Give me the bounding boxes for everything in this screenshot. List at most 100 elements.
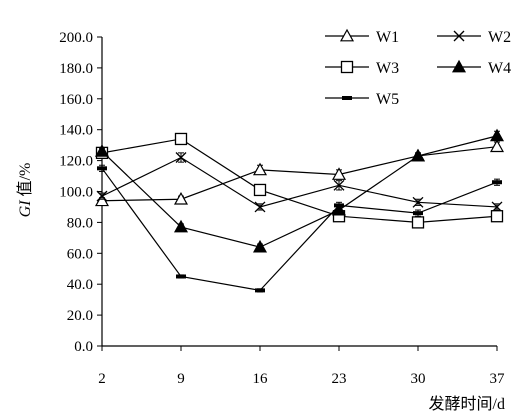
legend-label: W4: [488, 60, 511, 77]
series-line-w4: [101, 135, 498, 248]
x-tick-label: 23: [332, 371, 347, 387]
marker-shape: [97, 166, 107, 171]
data-point: [334, 203, 344, 208]
marker-shape: [176, 274, 186, 279]
legend: W1 W2 W3 W4 W5: [325, 28, 511, 108]
marker-shape: [254, 201, 266, 213]
legend-item-w5: W5: [325, 91, 399, 108]
marker-shape: [94, 193, 110, 207]
marker-shape: [453, 30, 465, 42]
data-point: [174, 132, 188, 146]
legend-marker: [339, 28, 355, 42]
legend-label: W1: [376, 29, 399, 46]
y-tick-label: 60.0: [67, 246, 93, 262]
marker-shape: [252, 239, 268, 253]
series-line-w3: [101, 138, 498, 224]
series-line-w5: [101, 167, 498, 292]
legend-label: W5: [376, 91, 399, 108]
legend-item-w2: W2: [437, 29, 511, 46]
y-tick-label: 160.0: [59, 92, 93, 108]
data-point: [410, 148, 426, 162]
legend-item-w1: W1: [325, 28, 399, 46]
marker-shape: [253, 183, 267, 197]
data-point: [97, 166, 107, 171]
data-point: [489, 139, 505, 153]
series-w5: [97, 164, 502, 293]
data-point: [94, 144, 110, 157]
marker-shape: [451, 59, 467, 73]
series-line-w1: [101, 146, 498, 202]
data-point: [490, 210, 504, 223]
axes: 0.0 20.0 40.0 60.0 80.0 100.0 120.0 140.0 160.0 1…: [59, 30, 505, 387]
marker-shape: [412, 196, 424, 208]
marker-shape: [334, 203, 344, 208]
marker-shape: [489, 128, 505, 142]
legend-label: W3: [376, 60, 399, 77]
y-tick-label: 180.0: [59, 61, 93, 77]
marker-shape: [342, 96, 352, 100]
marker-shape: [175, 152, 187, 163]
data-point: [489, 128, 505, 142]
marker-shape: [173, 191, 189, 205]
data-point: [253, 183, 267, 197]
marker-shape: [490, 210, 504, 223]
x-axis-title: 发酵时间/d: [429, 395, 505, 413]
marker-shape: [331, 167, 347, 180]
legend-label: W2: [488, 29, 511, 46]
series-w4: [94, 128, 505, 253]
marker-shape: [174, 132, 188, 146]
y-axis-title: GI 值/%: [16, 163, 34, 218]
data-point: [413, 211, 423, 216]
x-tick-label: 2: [98, 371, 106, 387]
y-axis-title-italic: GI: [17, 200, 34, 218]
data-point: [173, 219, 189, 233]
y-tick-label: 120.0: [59, 154, 93, 170]
data-point: [492, 180, 502, 185]
x-tick-label: 37: [490, 371, 506, 387]
data-point: [254, 201, 266, 213]
y-tick-label: 40.0: [67, 277, 93, 293]
marker-shape: [340, 60, 354, 74]
legend-marker: [342, 96, 352, 100]
series-w3: [95, 132, 504, 229]
y-tick-label: 100.0: [59, 185, 93, 201]
x-tick-label: 9: [177, 371, 185, 387]
legend-marker: [453, 30, 465, 42]
legend-item-w3: W3: [325, 60, 399, 77]
data-point: [96, 190, 108, 202]
legend-item-w4: W4: [437, 59, 511, 77]
data-point: [333, 179, 345, 191]
x-tick-label: 30: [411, 371, 426, 387]
y-tick-label: 200.0: [59, 30, 93, 46]
marker-shape: [173, 219, 189, 233]
data-point: [412, 196, 424, 208]
y-tick-label: 0.0: [74, 339, 93, 355]
series-w2: [96, 152, 503, 213]
legend-marker: [340, 60, 354, 74]
y-tick-label: 80.0: [67, 215, 93, 231]
series-layer: [94, 128, 505, 293]
marker-shape: [339, 28, 355, 42]
marker-shape: [96, 190, 108, 202]
marker-shape: [489, 139, 505, 153]
data-point: [255, 288, 265, 293]
data-point: [252, 162, 268, 176]
data-point: [94, 193, 110, 207]
marker-shape: [94, 144, 110, 157]
data-point: [175, 152, 187, 163]
data-point: [411, 216, 425, 229]
y-axis-title-rest: 值/%: [16, 163, 34, 201]
marker-shape: [492, 180, 502, 185]
marker-shape: [333, 179, 345, 191]
data-point: [176, 274, 186, 279]
marker-shape: [411, 216, 425, 229]
data-point: [331, 167, 347, 180]
marker-shape: [410, 148, 426, 162]
y-tick-label: 140.0: [59, 123, 93, 139]
marker-shape: [252, 162, 268, 176]
y-tick-label: 20.0: [67, 308, 93, 324]
data-point: [252, 239, 268, 253]
marker-shape: [255, 288, 265, 293]
legend-marker: [451, 59, 467, 73]
